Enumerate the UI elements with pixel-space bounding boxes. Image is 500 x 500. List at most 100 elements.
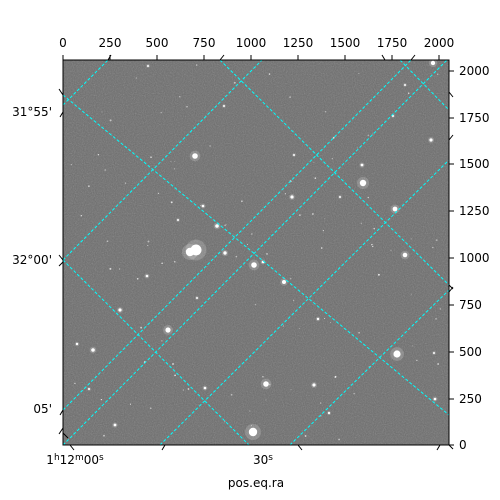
top-tick-label: 1000 [236, 36, 267, 50]
faint-star [410, 293, 412, 295]
faint-star [186, 105, 188, 108]
faint-star [182, 389, 184, 391]
faint-star [147, 240, 150, 243]
star [392, 115, 394, 117]
faint-star [170, 161, 172, 162]
star [75, 342, 79, 346]
sky-image [62, 59, 450, 446]
faint-star [304, 435, 307, 437]
faint-star [160, 111, 162, 114]
faint-star [435, 239, 438, 241]
grid-line [289, 289, 449, 445]
faint-star [157, 192, 160, 195]
star [165, 327, 171, 333]
faint-star [241, 200, 243, 203]
star [91, 348, 95, 352]
axis-tick [58, 427, 64, 435]
faint-star [174, 374, 176, 377]
faint-star [173, 168, 176, 170]
faint-star [338, 438, 340, 441]
faint-star [104, 169, 107, 171]
axis-tick [219, 54, 225, 61]
faint-star [322, 230, 324, 232]
faint-star [334, 375, 337, 378]
faint-star [289, 277, 292, 280]
faint-star [135, 77, 137, 79]
faint-star [320, 247, 323, 249]
grid-line [159, 159, 449, 445]
star [316, 317, 320, 321]
grid-line [399, 60, 449, 111]
faint-star [179, 96, 181, 98]
bottom-tick-label: 1h12m00s [46, 453, 104, 467]
faint-star [331, 158, 333, 160]
faint-star [266, 253, 268, 255]
star [393, 350, 401, 358]
star [223, 251, 227, 255]
faint-star [372, 245, 374, 248]
faint-star [250, 425, 252, 427]
faint-star [109, 267, 112, 270]
faint-star [324, 110, 327, 113]
bottom-axis-labels: 1h12m00s 30s [46, 453, 273, 467]
star [327, 411, 331, 415]
right-axis-labels: 2000 1750 1500 1250 1000 750 500 250 0 [459, 64, 490, 452]
faint-star [371, 243, 373, 246]
faint-star [174, 160, 176, 162]
stars-layer [70, 60, 442, 441]
axis-tick [107, 54, 112, 61]
right-tick-label: 1250 [459, 204, 490, 218]
faint-star [230, 393, 233, 396]
star [251, 262, 257, 268]
faint-star [329, 321, 332, 323]
star [430, 60, 436, 66]
faint-star [360, 222, 362, 224]
right-tick-label: 0 [459, 438, 467, 452]
faint-star [161, 262, 163, 265]
faint-star [298, 328, 300, 329]
faint-star [247, 243, 248, 245]
faint-star [161, 340, 163, 342]
faint-star [332, 136, 335, 139]
faint-star [140, 326, 142, 329]
star [392, 206, 398, 212]
faint-star [200, 204, 202, 206]
star [433, 352, 435, 354]
axis-tick [58, 261, 64, 267]
faint-star [371, 133, 373, 135]
faint-star [390, 249, 392, 251]
grid-line [63, 259, 250, 445]
faint-star [224, 421, 226, 423]
axis-tick [448, 286, 454, 293]
top-tick-label: 1750 [377, 36, 408, 50]
faint-star [106, 240, 109, 243]
faint-star [412, 345, 414, 347]
faint-star [233, 81, 236, 84]
grid-line [63, 60, 448, 445]
axis-tick [436, 444, 441, 451]
faint-star [356, 147, 358, 149]
right-tick-label: 2000 [459, 64, 490, 78]
faint-star [262, 375, 264, 378]
grid-line [63, 60, 412, 411]
top-tick-label: 2000 [424, 36, 455, 50]
faint-star [129, 403, 132, 405]
star [248, 427, 258, 437]
faint-star [268, 73, 271, 75]
star [215, 224, 219, 228]
axis-tick [297, 444, 303, 451]
faint-star [437, 73, 439, 75]
star [339, 196, 341, 198]
star [263, 381, 269, 387]
coordinate-grid [63, 60, 449, 445]
faint-star [187, 388, 190, 390]
grid-line [63, 60, 109, 106]
faint-star [124, 182, 127, 184]
axis-tick [448, 91, 454, 98]
axis-tick [59, 111, 64, 118]
star [145, 274, 149, 278]
faint-star [209, 145, 211, 147]
faint-star [313, 161, 315, 163]
faint-star [170, 201, 173, 204]
faint-star [435, 318, 437, 320]
